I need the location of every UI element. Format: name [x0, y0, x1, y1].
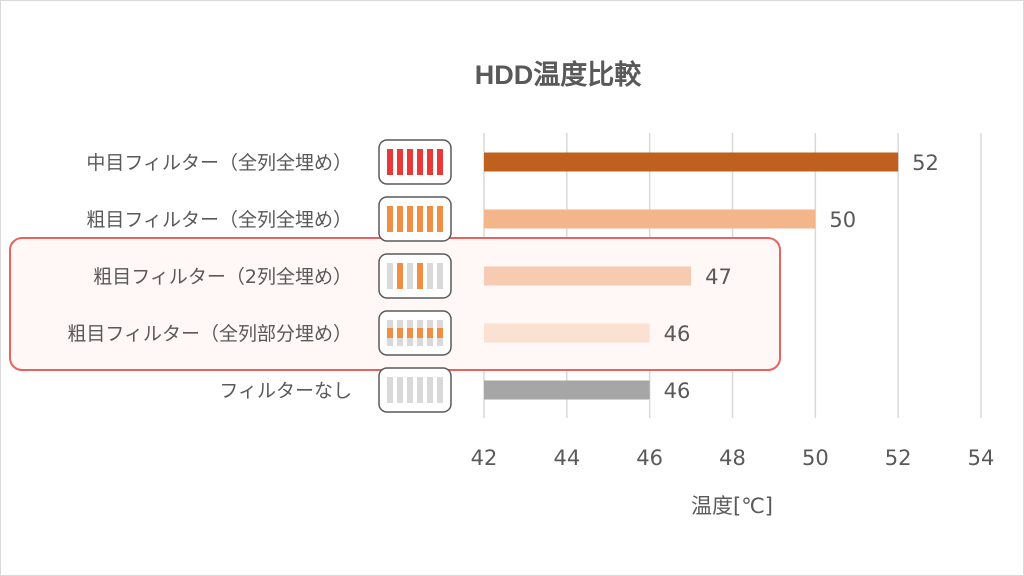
thumbnail-fill [437, 206, 443, 232]
x-axis-label: 温度[℃] [691, 494, 773, 518]
category-label-1: 粗目フィルター（全列全埋め） [86, 209, 352, 231]
thumbnail-medium-full [378, 139, 452, 185]
bar-0 [484, 152, 899, 172]
thumbnail-fill [407, 149, 413, 175]
thumbnail-fill [407, 206, 413, 232]
thumbnail-stripe [407, 263, 413, 289]
thumbnail-stripe [427, 263, 433, 289]
thumbnail-fill [427, 206, 433, 232]
tick-label-3: 48 [719, 446, 746, 470]
thumbnail-fill [387, 328, 393, 338]
bars: 52 50 47 46 46 [484, 151, 939, 403]
thumbnail-stripe [387, 263, 393, 289]
thumbnail-fill [427, 328, 433, 338]
thumbnail-fill [397, 149, 403, 175]
thumbnail-coarse-partial [378, 310, 452, 356]
thumbnail-fill [437, 149, 443, 175]
category-label-0: 中目フィルター（全列全埋め） [86, 152, 352, 174]
thumbnail-none [378, 367, 452, 413]
thumbnail-stripe [427, 377, 433, 403]
value-label-3: 46 [664, 322, 691, 346]
category-label-4: フィルターなし [219, 380, 352, 402]
value-label-4: 46 [664, 379, 691, 403]
thumbnail-stripe [387, 377, 393, 403]
filter-thumbnails [378, 139, 452, 413]
thumbnail-coarse-2col [378, 253, 452, 299]
tick-label-1: 44 [553, 446, 580, 470]
tick-label-5: 52 [885, 446, 912, 470]
thumbnail-fill [437, 328, 443, 338]
bar-1 [484, 209, 816, 229]
value-label-1: 50 [829, 208, 856, 232]
thumbnail-fill [387, 149, 393, 175]
value-label-0: 52 [912, 151, 939, 175]
thumbnail-fill [417, 206, 423, 232]
thumbnail-fill [397, 328, 403, 338]
bar-3 [484, 323, 650, 343]
tick-label-2: 46 [636, 446, 663, 470]
thumbnail-stripe [437, 263, 443, 289]
value-label-2: 47 [705, 265, 732, 289]
category-labels: 中目フィルター（全列全埋め） 粗目フィルター（全列全埋め） 粗目フィルター（2列全埋… [67, 152, 352, 402]
thumbnail-fill [397, 206, 403, 232]
tick-label-4: 50 [802, 446, 829, 470]
thumbnail-coarse-full [378, 196, 452, 242]
tick-label-0: 42 [471, 446, 498, 470]
tick-label-6: 54 [968, 446, 995, 470]
thumbnail-fill [397, 263, 403, 289]
thumbnail-fill [417, 263, 423, 289]
chart-title: HDD温度比較 [475, 59, 642, 90]
bar-2 [484, 266, 692, 286]
thumbnail-fill [407, 328, 413, 338]
thumbnail-fill [417, 149, 423, 175]
thumbnail-stripe [417, 377, 423, 403]
thumbnail-fill [417, 328, 423, 338]
thumbnail-fill [387, 206, 393, 232]
x-axis-ticks: 42 44 46 48 50 52 54 [471, 446, 995, 470]
thumbnail-stripe [407, 377, 413, 403]
category-label-3: 粗目フィルター（全列部分埋め） [67, 323, 352, 345]
thumbnail-stripe [437, 377, 443, 403]
bar-4 [484, 380, 650, 400]
thumbnail-fill [427, 149, 433, 175]
thumbnail-stripe [397, 377, 403, 403]
category-label-2: 粗目フィルター（2列全埋め） [93, 266, 352, 288]
